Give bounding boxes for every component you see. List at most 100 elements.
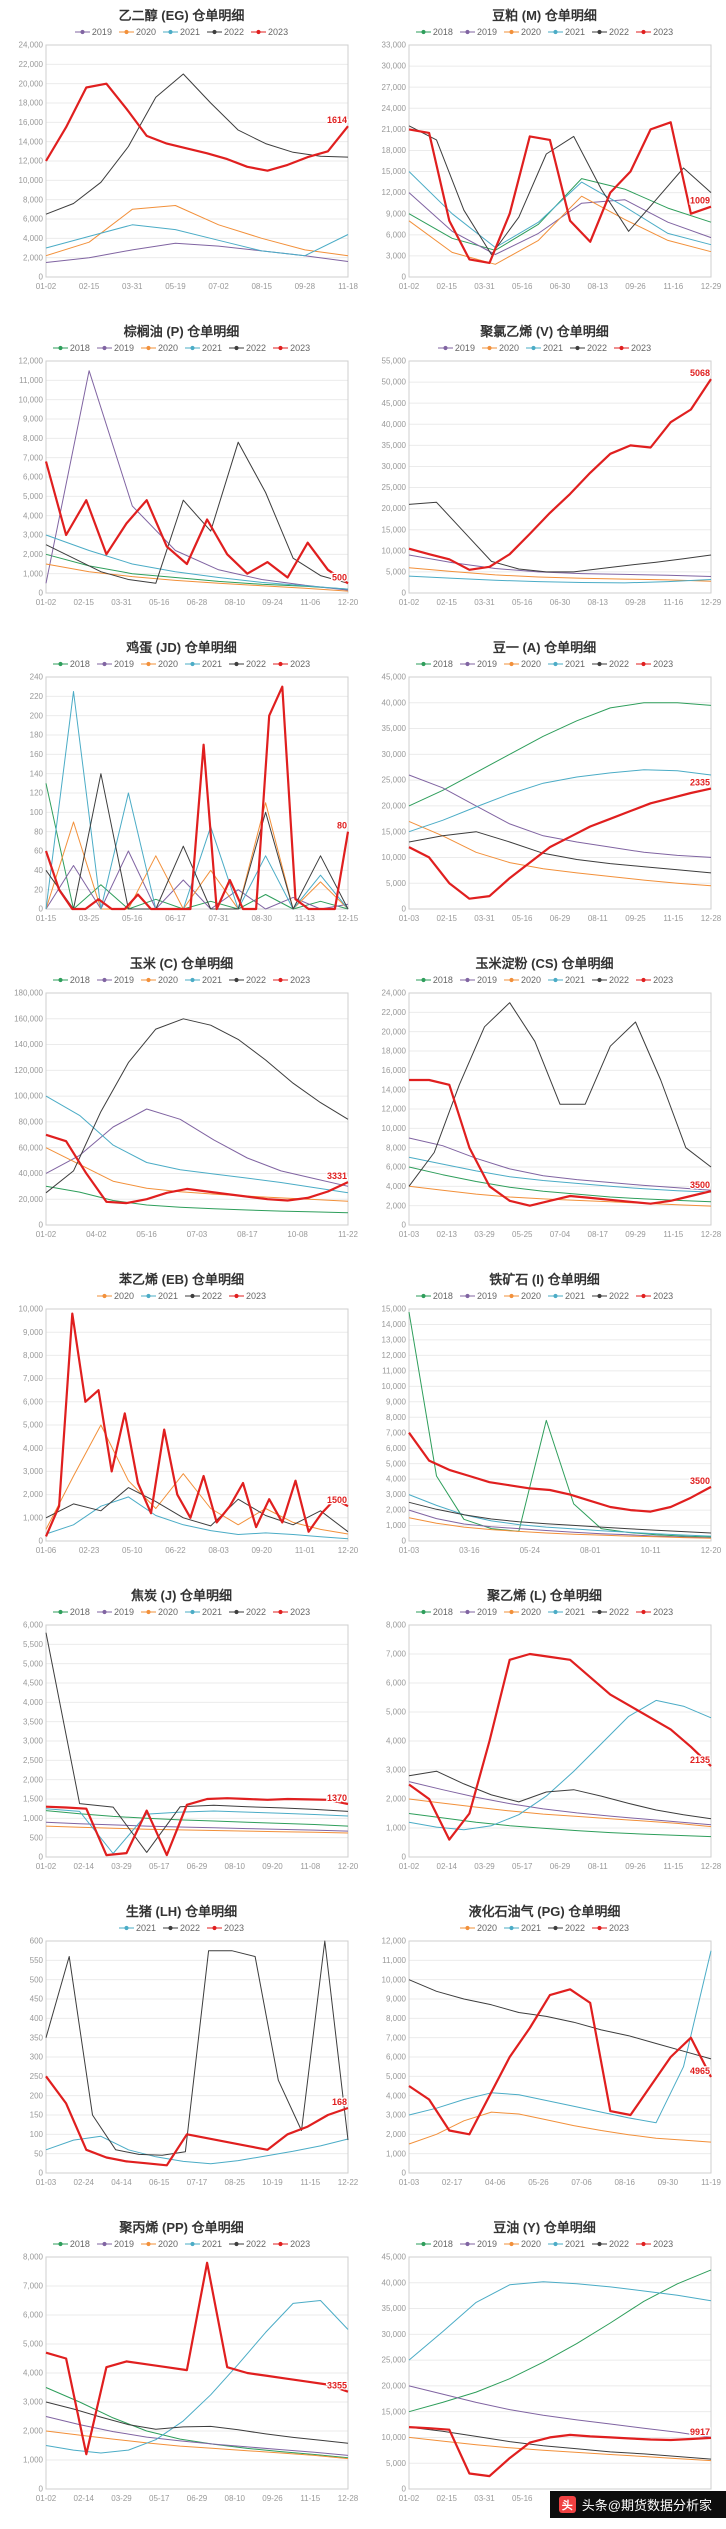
legend-item-2022[interactable]: 2022 bbox=[592, 27, 629, 37]
legend-year-label: 2020 bbox=[157, 2238, 178, 2249]
legend-item-2021[interactable]: 2021 bbox=[548, 659, 585, 669]
legend-item-2023[interactable]: 2023 bbox=[273, 1607, 310, 1617]
legend-item-2023[interactable]: 2023 bbox=[636, 2239, 673, 2249]
legend-item-2020[interactable]: 2020 bbox=[96, 1290, 134, 1301]
chart-title: 棕榈油 (P) 仓单明细 bbox=[123, 324, 240, 339]
legend-item-2021[interactable]: 2021 bbox=[185, 343, 222, 353]
legend-item-2022[interactable]: 2022 bbox=[548, 1923, 585, 1933]
legend-item-2018[interactable]: 2018 bbox=[415, 659, 453, 669]
legend-item-2018[interactable]: 2018 bbox=[52, 343, 90, 353]
legend-item-2020[interactable]: 2020 bbox=[118, 27, 156, 37]
legend-item-2021[interactable]: 2021 bbox=[118, 1923, 156, 1933]
legend-item-2023[interactable]: 2023 bbox=[636, 659, 673, 669]
legend-item-2020[interactable]: 2020 bbox=[503, 975, 541, 985]
legend-item-2019[interactable]: 2019 bbox=[459, 27, 497, 37]
legend-item-2019[interactable]: 2019 bbox=[96, 2239, 134, 2249]
legend-item-2020[interactable]: 2020 bbox=[503, 2239, 541, 2249]
legend-item-2022[interactable]: 2022 bbox=[229, 659, 266, 669]
legend-item-2021[interactable]: 2021 bbox=[185, 2239, 222, 2249]
legend-item-2018[interactable]: 2018 bbox=[415, 27, 453, 37]
legend-item-2020[interactable]: 2020 bbox=[140, 1607, 178, 1617]
legend-item-2018[interactable]: 2018 bbox=[415, 975, 453, 985]
legend-item-2023[interactable]: 2023 bbox=[251, 27, 288, 37]
legend-item-2022[interactable]: 2022 bbox=[162, 1923, 200, 1933]
legend-item-2022[interactable]: 2022 bbox=[229, 343, 266, 353]
legend-item-2022[interactable]: 2022 bbox=[229, 2239, 266, 2249]
legend-item-2023[interactable]: 2023 bbox=[636, 975, 673, 985]
legend-item-2023[interactable]: 2023 bbox=[636, 1291, 673, 1301]
legend-marker-icon bbox=[140, 345, 156, 350]
svg-text:1500: 1500 bbox=[326, 1495, 346, 1505]
legend-item-2022[interactable]: 2022 bbox=[592, 975, 629, 985]
legend-item-2020[interactable]: 2020 bbox=[140, 2238, 178, 2249]
legend-item-2023[interactable]: 2023 bbox=[273, 2239, 310, 2249]
legend-item-2021[interactable]: 2021 bbox=[548, 1291, 585, 1301]
legend-item-2021[interactable]: 2021 bbox=[548, 27, 585, 37]
legend-item-2021[interactable]: 2021 bbox=[140, 1291, 178, 1301]
legend-item-2018[interactable]: 2018 bbox=[415, 2239, 453, 2249]
line-chart: 0 2,000 4,000 6,000 8,000 10,000 12,000 14,000 1… bbox=[381, 989, 720, 1239]
legend-item-2020[interactable]: 2020 bbox=[140, 659, 178, 669]
legend-item-2021[interactable]: 2021 bbox=[525, 343, 563, 353]
legend-item-2019[interactable]: 2019 bbox=[96, 343, 134, 353]
legend-item-2019[interactable]: 2019 bbox=[96, 659, 134, 669]
legend-item-2019[interactable]: 2019 bbox=[459, 659, 497, 669]
legend-item-2019[interactable]: 2019 bbox=[459, 1291, 497, 1301]
legend-item-2022[interactable]: 2022 bbox=[592, 1291, 629, 1301]
legend-item-2023[interactable]: 2023 bbox=[207, 1923, 244, 1933]
legend-item-2019[interactable]: 2019 bbox=[96, 975, 134, 985]
legend-item-2019[interactable]: 2019 bbox=[74, 27, 112, 37]
legend-item-2021[interactable]: 2021 bbox=[503, 1923, 541, 1933]
legend-item-2021[interactable]: 2021 bbox=[185, 659, 222, 669]
legend-item-2023[interactable]: 2023 bbox=[273, 975, 310, 985]
legend-item-2023[interactable]: 2023 bbox=[273, 659, 310, 669]
legend-item-2021[interactable]: 2021 bbox=[548, 2239, 585, 2249]
svg-text:02-17: 02-17 bbox=[441, 2178, 462, 2187]
legend-item-2020[interactable]: 2020 bbox=[140, 975, 178, 985]
legend-item-2022[interactable]: 2022 bbox=[185, 1291, 222, 1301]
legend-item-2021[interactable]: 2021 bbox=[548, 1607, 585, 1617]
svg-text:01-02: 01-02 bbox=[35, 2494, 56, 2503]
legend-item-2023[interactable]: 2023 bbox=[592, 1923, 629, 1933]
legend-item-2023[interactable]: 2023 bbox=[229, 1291, 266, 1301]
legend-item-2019[interactable]: 2019 bbox=[459, 2239, 497, 2249]
legend-item-2018[interactable]: 2018 bbox=[415, 1291, 453, 1301]
legend-item-2019[interactable]: 2019 bbox=[459, 975, 497, 985]
chart-cell-pg: 液化石油气 (PG) 仓单明细 2020 2021 2022 2023 0 1,000 2… bbox=[363, 1896, 726, 2212]
legend-item-2023[interactable]: 2023 bbox=[273, 343, 310, 353]
legend-item-2020[interactable]: 2020 bbox=[459, 1923, 497, 1933]
legend-item-2023[interactable]: 2023 bbox=[636, 27, 673, 37]
legend-item-2020[interactable]: 2020 bbox=[503, 659, 541, 669]
legend-item-2019[interactable]: 2019 bbox=[96, 1607, 134, 1617]
legend-item-2020[interactable]: 2020 bbox=[503, 1291, 541, 1301]
legend-item-2022[interactable]: 2022 bbox=[207, 27, 244, 37]
line-chart: 0 1,000 2,000 3,000 4,000 5,000 6,000 7,000 8,00… bbox=[381, 1305, 720, 1555]
svg-text:220: 220 bbox=[29, 692, 43, 701]
legend-item-2019[interactable]: 2019 bbox=[459, 1607, 497, 1617]
legend-item-2021[interactable]: 2021 bbox=[185, 975, 222, 985]
legend-item-2022[interactable]: 2022 bbox=[592, 1607, 629, 1617]
svg-text:180,000: 180,000 bbox=[14, 989, 43, 998]
legend-item-2021[interactable]: 2021 bbox=[185, 1607, 222, 1617]
legend-item-2023[interactable]: 2023 bbox=[614, 343, 651, 353]
legend-item-2023[interactable]: 2023 bbox=[636, 1607, 673, 1617]
legend-item-2020[interactable]: 2020 bbox=[140, 343, 178, 353]
legend-item-2021[interactable]: 2021 bbox=[548, 975, 585, 985]
legend-item-2018[interactable]: 2018 bbox=[52, 1607, 90, 1617]
legend-item-2022[interactable]: 2022 bbox=[229, 1607, 266, 1617]
legend-year-label: 2020 bbox=[113, 1290, 134, 1301]
legend-item-2019[interactable]: 2019 bbox=[437, 343, 475, 353]
legend-item-2022[interactable]: 2022 bbox=[570, 343, 607, 353]
legend-item-2021[interactable]: 2021 bbox=[162, 27, 200, 37]
legend-item-2020[interactable]: 2020 bbox=[503, 27, 541, 37]
legend-item-2022[interactable]: 2022 bbox=[592, 2239, 629, 2249]
legend-item-2020[interactable]: 2020 bbox=[503, 1607, 541, 1617]
legend-item-2018[interactable]: 2018 bbox=[52, 975, 90, 985]
legend-item-2018[interactable]: 2018 bbox=[52, 659, 90, 669]
legend-item-2022[interactable]: 2022 bbox=[229, 975, 266, 985]
legend-item-2018[interactable]: 2018 bbox=[52, 2239, 90, 2249]
legend-item-2022[interactable]: 2022 bbox=[592, 659, 629, 669]
legend-item-2020[interactable]: 2020 bbox=[481, 343, 519, 353]
svg-text:10,000: 10,000 bbox=[381, 1975, 406, 1984]
legend-item-2018[interactable]: 2018 bbox=[415, 1607, 453, 1617]
